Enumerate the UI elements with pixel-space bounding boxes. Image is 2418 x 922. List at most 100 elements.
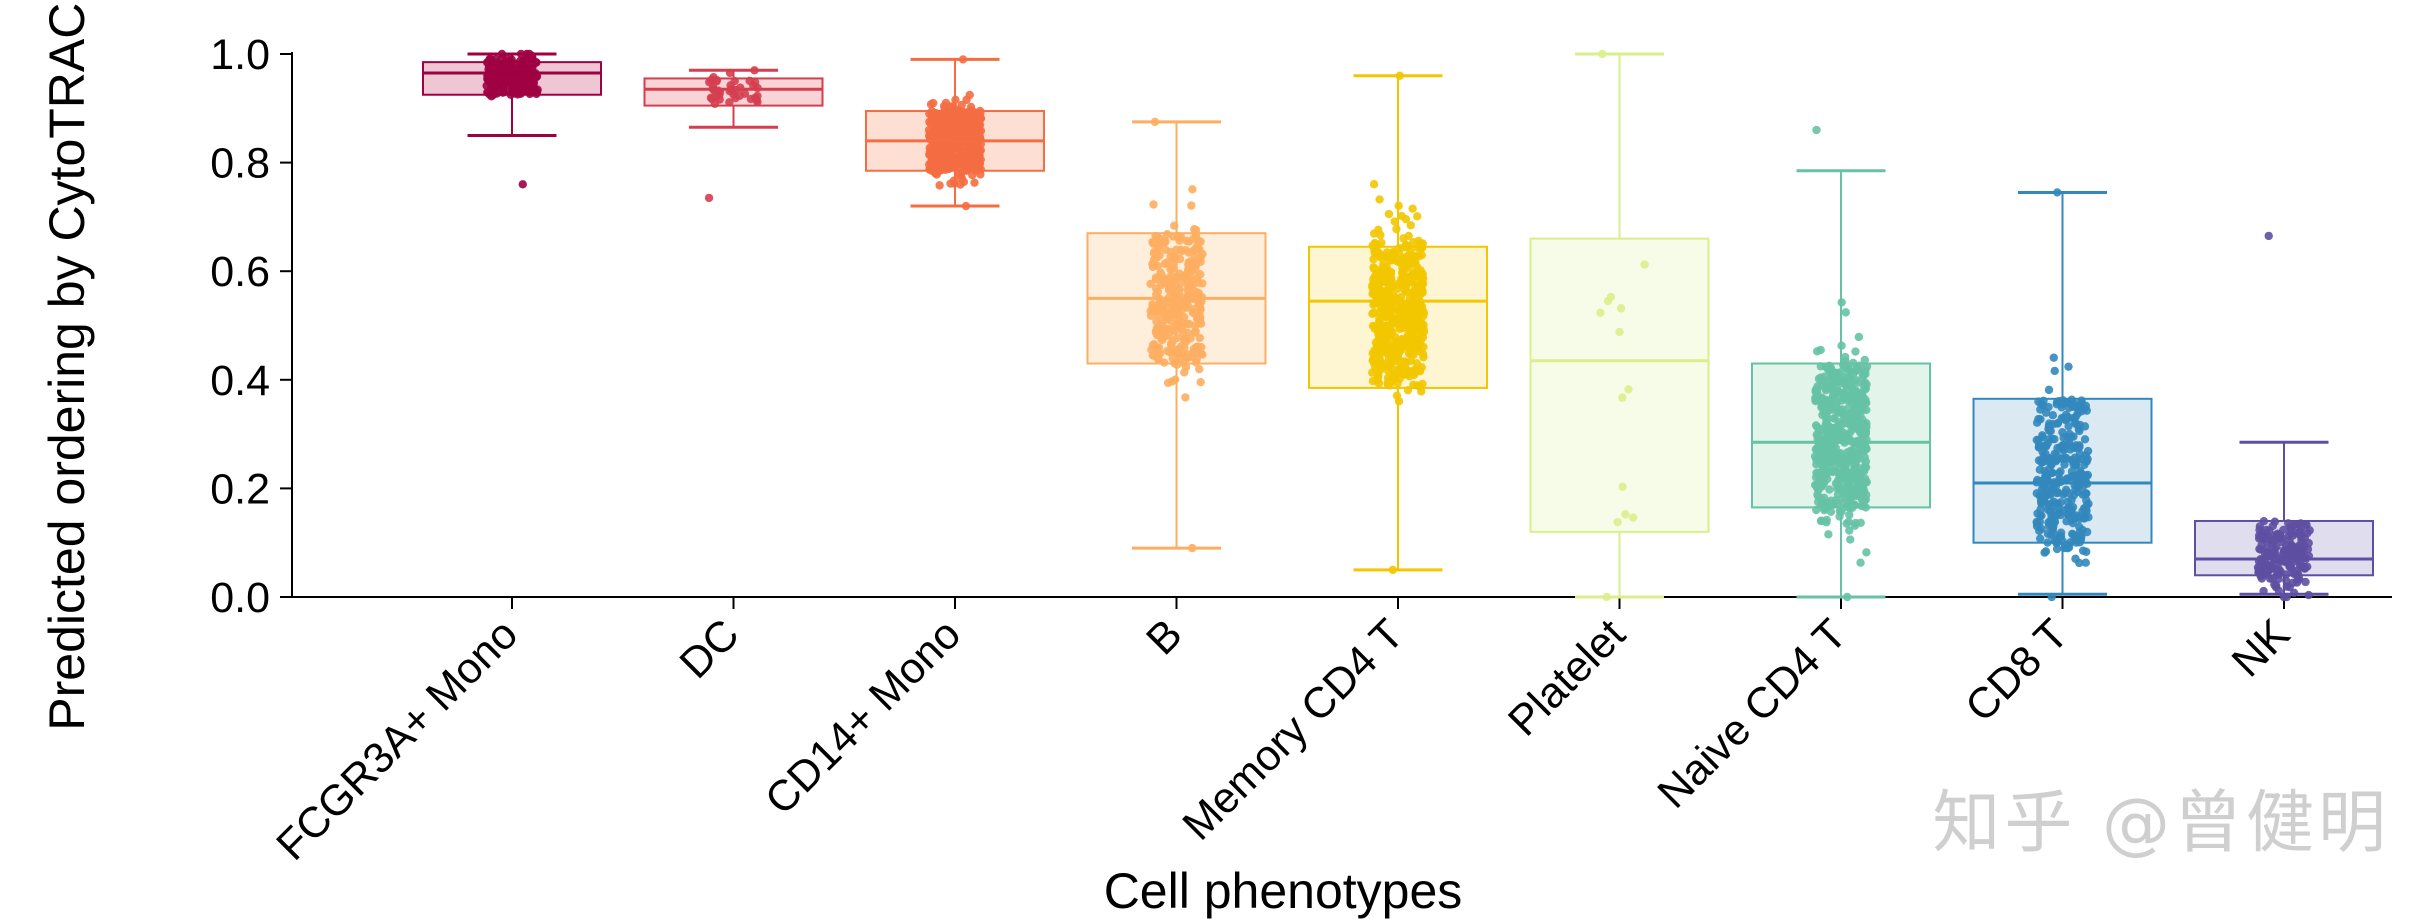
data-point (1833, 369, 1843, 379)
data-point (1841, 356, 1850, 366)
data-point (2052, 544, 2062, 554)
data-point (1149, 239, 1158, 248)
data-point (1380, 300, 1389, 310)
data-point (1854, 332, 1864, 342)
data-point (2047, 592, 2056, 602)
data-point (1371, 348, 1381, 357)
data-point (1368, 309, 1377, 318)
data-point (1822, 409, 1831, 418)
data-point (2064, 362, 2073, 371)
data-point (2279, 546, 2289, 555)
data-point (1830, 378, 1839, 387)
data-point (2075, 522, 2084, 532)
data-point (1811, 395, 1821, 405)
data-point (2061, 485, 2071, 495)
data-point (2073, 402, 2082, 412)
data-point (1628, 513, 1638, 522)
data-point (1375, 354, 1384, 364)
data-point (2299, 562, 2308, 572)
data-point (1170, 326, 1179, 336)
plot-area (422, 49, 2374, 602)
data-point (1376, 251, 1386, 261)
data-point (1408, 204, 1417, 213)
data-point (2295, 527, 2305, 536)
data-point (1149, 200, 1158, 209)
data-point (1829, 385, 1838, 394)
data-point (1825, 467, 1834, 476)
data-point (2056, 510, 2066, 520)
data-point (2270, 517, 2280, 526)
data-point (1845, 510, 1854, 519)
data-point (1382, 331, 1391, 341)
data-point (515, 76, 524, 86)
data-point (2036, 415, 2045, 424)
data-point (704, 193, 714, 203)
data-point (965, 90, 974, 100)
data-point (1191, 343, 1201, 352)
data-point (944, 145, 954, 155)
data-point (1166, 339, 1176, 348)
data-point (2058, 453, 2067, 463)
data-point (956, 130, 965, 140)
data-point (2067, 505, 2076, 514)
data-point (2295, 549, 2304, 559)
data-point (2075, 420, 2085, 430)
data-point (1823, 441, 1832, 451)
data-point (2064, 543, 2074, 552)
data-point (1146, 306, 1155, 316)
data-point (1835, 512, 1844, 521)
data-point (1395, 324, 1404, 333)
data-point (1418, 379, 1427, 389)
data-point (1387, 305, 1396, 314)
data-point (939, 101, 949, 111)
box-group (2194, 231, 2374, 602)
data-point (1180, 368, 1189, 377)
data-point (932, 170, 941, 179)
data-point (2059, 446, 2069, 455)
data-point (740, 89, 750, 98)
data-point (1822, 518, 1831, 527)
data-point (1856, 473, 1865, 482)
data-point (522, 58, 531, 67)
data-point (937, 143, 947, 152)
data-point (2270, 544, 2280, 554)
data-point (1381, 312, 1390, 322)
x-tick-label: Platelet (1499, 610, 1634, 745)
data-point (2304, 590, 2313, 600)
data-point (1394, 243, 1404, 253)
data-point (1394, 317, 1404, 326)
data-point (2274, 586, 2284, 595)
data-point (1198, 279, 1207, 288)
data-point (1812, 347, 1822, 356)
data-point (2067, 395, 2076, 404)
data-point (1176, 278, 1186, 288)
data-point (2064, 421, 2073, 431)
data-point (2082, 547, 2091, 556)
x-tick-label: B (1137, 610, 1191, 664)
data-point (1188, 185, 1197, 194)
data-point (1394, 201, 1403, 211)
data-point (2082, 527, 2092, 537)
data-point (949, 102, 958, 111)
data-point (730, 76, 739, 86)
data-point (1172, 360, 1182, 369)
data-point (2282, 582, 2291, 591)
data-point (1172, 333, 1182, 343)
x-axis-title: Cell phenotypes (1104, 863, 1463, 919)
data-point (1409, 320, 1418, 329)
data-point (1861, 444, 1871, 453)
data-point (518, 180, 527, 189)
box-group (1308, 71, 1488, 575)
x-tick-label: CD8 T (1956, 610, 2077, 731)
data-point (1408, 311, 1417, 321)
data-point (1174, 314, 1183, 323)
data-point (2261, 536, 2271, 545)
data-point (1196, 257, 1205, 266)
data-point (1374, 327, 1383, 336)
data-point (725, 98, 734, 107)
data-point (1151, 284, 1161, 293)
data-point (1851, 394, 1861, 403)
box-group (1972, 188, 2153, 602)
data-point (1616, 304, 1626, 313)
data-point (1171, 375, 1180, 384)
